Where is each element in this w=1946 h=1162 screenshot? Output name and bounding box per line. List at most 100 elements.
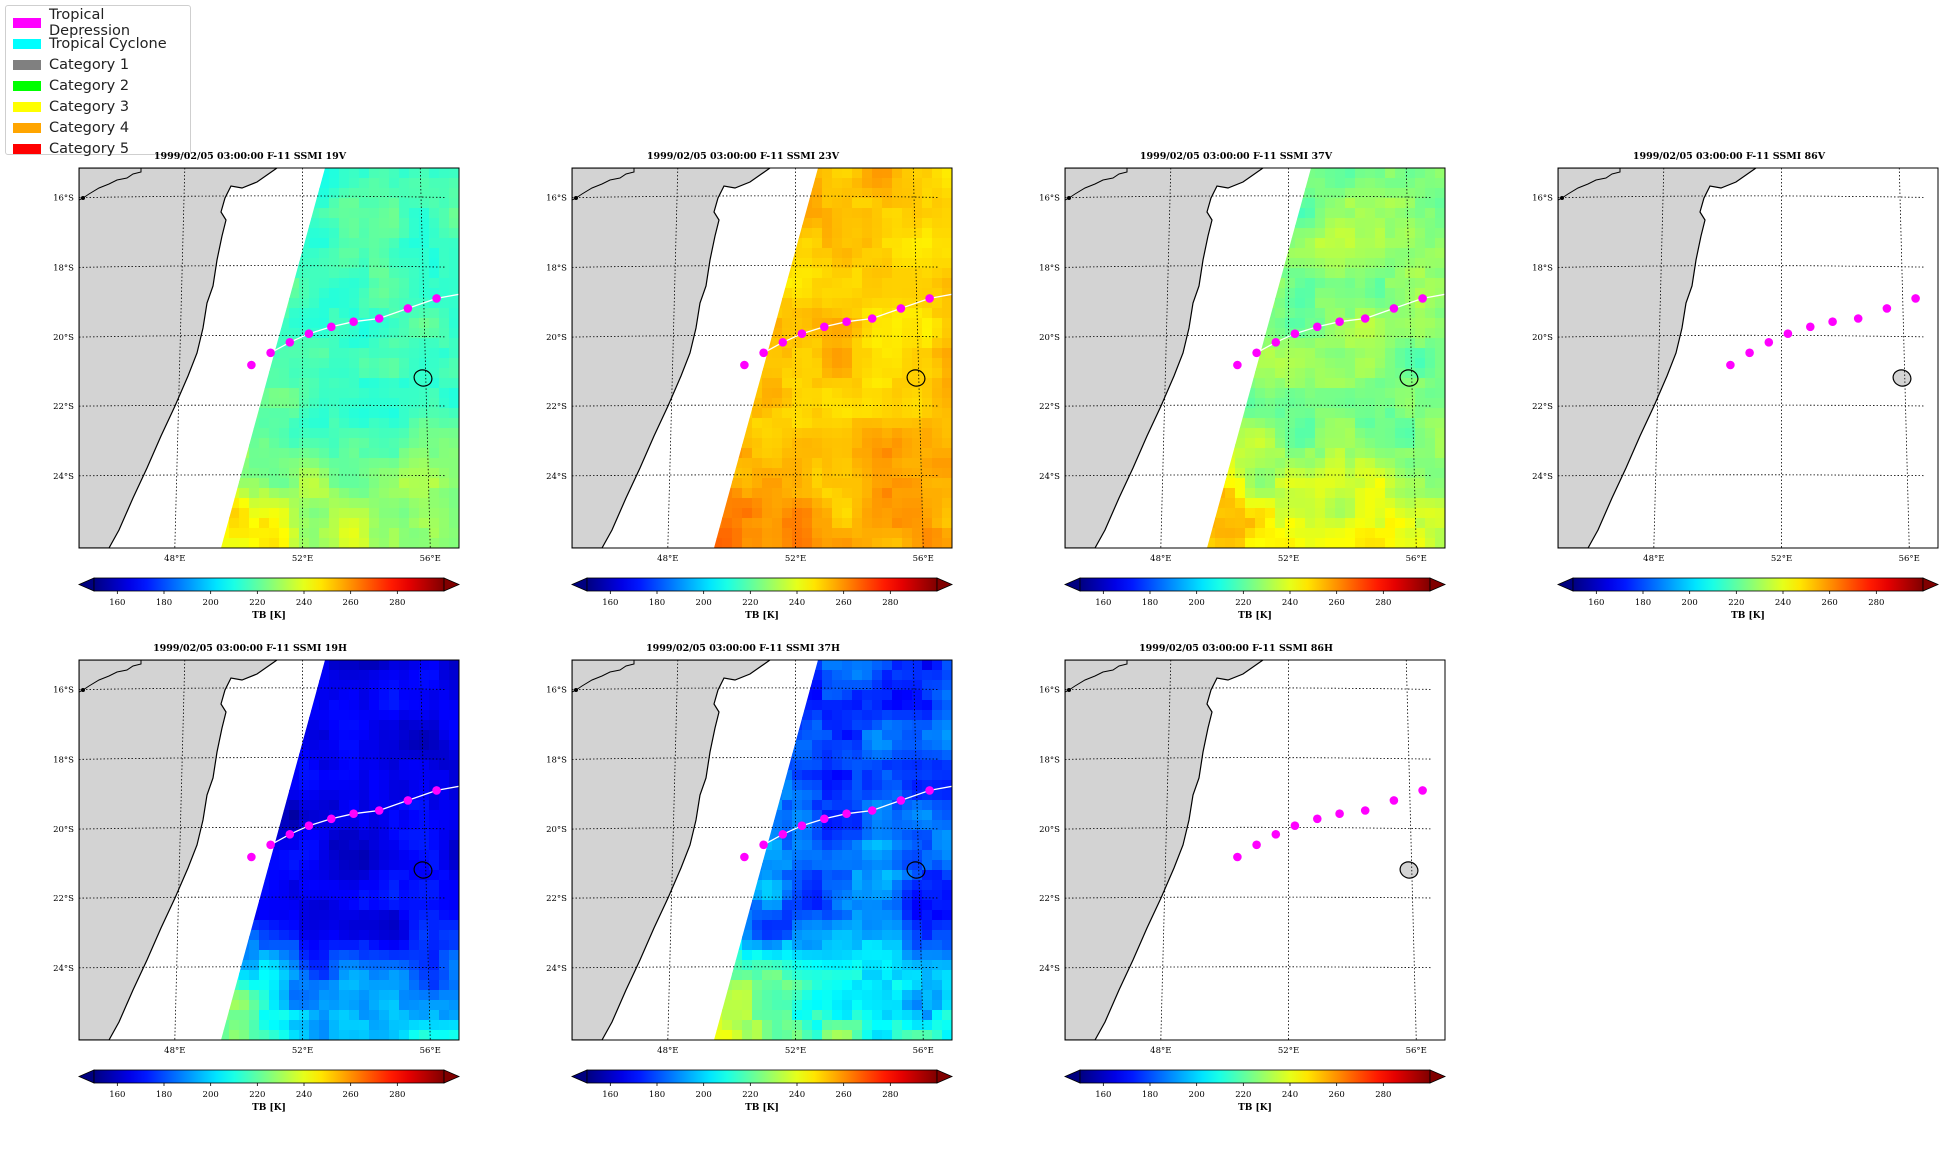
tb-cell <box>439 660 450 671</box>
tb-cell <box>1385 438 1396 449</box>
tb-cell <box>359 720 370 731</box>
tb-cell <box>832 288 843 299</box>
tb-cell <box>932 258 943 269</box>
tb-cell <box>912 438 923 449</box>
tb-cell <box>339 358 350 369</box>
tb-cell <box>1415 448 1426 459</box>
tb-cell <box>842 478 853 489</box>
tb-cell <box>319 680 330 691</box>
tb-cell <box>359 458 370 469</box>
tb-cell <box>1435 328 1445 339</box>
tb-cell <box>1365 308 1376 319</box>
tb-cell <box>872 178 883 189</box>
tb-cell <box>249 518 260 529</box>
tb-map-svg: 1999/02/05 03:00:00 F-11 SSMI 19H16°S18°… <box>53 643 461 1113</box>
tb-cell <box>1225 508 1236 519</box>
tb-cell <box>1305 298 1316 309</box>
tb-cell <box>299 408 310 419</box>
tb-cell <box>399 318 410 329</box>
tb-cell <box>389 208 400 219</box>
tb-cell <box>389 740 400 751</box>
tb-cell <box>1315 518 1326 529</box>
tb-cell <box>269 538 280 548</box>
tb-cell <box>1315 358 1326 369</box>
colorbar-tick-label: 180 <box>1635 598 1651 608</box>
tb-cell <box>399 710 410 721</box>
tb-cell <box>792 478 803 489</box>
tb-cell <box>892 168 903 179</box>
tb-cell <box>359 388 370 399</box>
tb-cell <box>922 488 933 499</box>
tb-cell <box>249 488 260 499</box>
tb-cell <box>1245 518 1256 529</box>
tb-cell <box>309 488 320 499</box>
tb-cell <box>1345 508 1356 519</box>
tb-cell <box>822 498 833 509</box>
tb-cell <box>1375 408 1386 419</box>
tb-cell <box>882 368 893 379</box>
tb-cell <box>1295 368 1306 379</box>
tb-cell <box>1395 368 1406 379</box>
tb-cell <box>399 378 410 389</box>
tb-cell <box>772 418 783 429</box>
tb-cell <box>822 388 833 399</box>
tb-cell <box>329 258 340 269</box>
tb-cell <box>1365 218 1376 229</box>
tb-cell <box>822 188 833 199</box>
tb-cell <box>802 488 813 499</box>
tb-cell <box>1255 538 1266 548</box>
tb-cell <box>1405 518 1416 529</box>
tb-cell <box>389 730 400 741</box>
tb-cell <box>752 398 763 409</box>
tb-cell <box>832 378 843 389</box>
tb-cell <box>1405 248 1416 259</box>
tb-cell <box>812 278 823 289</box>
tb-cell <box>319 388 330 399</box>
tb-cell <box>349 238 360 249</box>
tb-cell <box>239 518 250 529</box>
tb-cell <box>872 268 883 279</box>
panel-title: 1999/02/05 03:00:00 F-11 SSMI 37V <box>1140 151 1333 162</box>
tb-cell <box>339 418 350 429</box>
tb-cell <box>299 298 310 309</box>
lat-tick-label: 16°S <box>546 194 567 204</box>
tb-cell <box>419 368 430 379</box>
tb-cell <box>782 488 793 499</box>
tb-cell <box>449 528 459 539</box>
tb-cell <box>1335 348 1346 359</box>
tb-cell <box>1435 338 1445 349</box>
tb-cell <box>1305 428 1316 439</box>
tb-cell <box>329 528 340 539</box>
tb-cell <box>802 358 813 369</box>
tb-cell <box>762 408 773 419</box>
tb-cell <box>319 318 330 329</box>
tb-cell <box>449 388 459 399</box>
tb-cell <box>339 238 350 249</box>
tb-cell <box>399 680 410 691</box>
tb-cell <box>1365 278 1376 289</box>
tb-cell <box>842 428 853 439</box>
tb-cell <box>359 468 370 479</box>
tb-cell <box>772 488 783 499</box>
tb-cell <box>842 268 853 279</box>
tb-cell <box>772 538 783 548</box>
tb-cell <box>812 498 823 509</box>
tb-cell <box>812 458 823 469</box>
tb-cell <box>409 288 420 299</box>
tb-cell <box>409 730 420 741</box>
tb-cell <box>882 178 893 189</box>
tb-cell <box>842 298 853 309</box>
tb-cell <box>339 298 350 309</box>
tb-cell <box>339 368 350 379</box>
tb-cell <box>852 388 863 399</box>
tb-cell <box>359 248 370 259</box>
tb-cell <box>369 298 380 309</box>
tb-cell <box>279 518 290 529</box>
tb-cell <box>932 518 943 529</box>
tb-cell <box>772 448 783 459</box>
tb-cell <box>852 238 863 249</box>
tb-cell <box>319 720 330 731</box>
tb-cell <box>249 498 260 509</box>
tb-cell <box>229 518 240 529</box>
tb-cell <box>892 288 903 299</box>
